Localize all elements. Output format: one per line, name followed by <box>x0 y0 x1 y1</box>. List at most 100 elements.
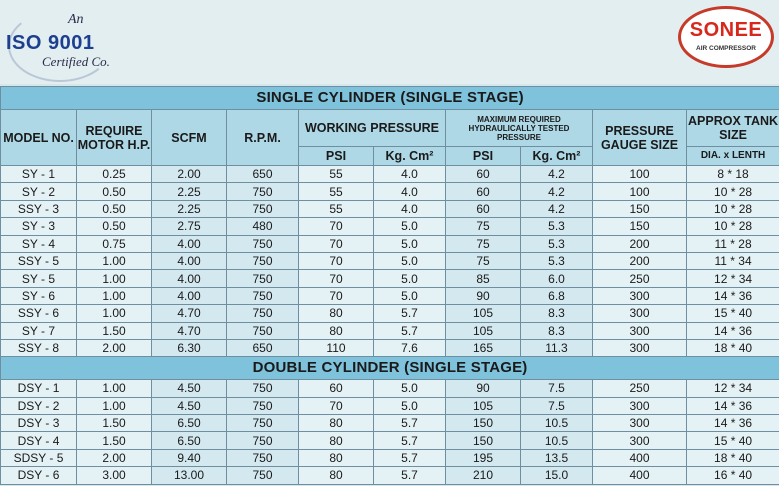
header-motor-hp: REQUIRE MOTOR H.P. <box>76 109 152 166</box>
spec-cell: 5.0 <box>373 217 446 236</box>
spec-cell: 750 <box>226 286 299 306</box>
table-row: SY - 1 0.25 2.00 650 55 4.0 60 4.2 100 8 * 18 <box>0 164 779 184</box>
spec-cell: 300 <box>592 321 687 340</box>
model-cell: SY - 6 <box>0 286 77 306</box>
spec-cell: 80 <box>298 321 374 340</box>
spec-cell: 5.3 <box>520 234 593 253</box>
spec-cell: 300 <box>592 338 687 358</box>
header-rpm: R.P.M. <box>226 109 299 166</box>
logo-tagline: AIR COMPRESSOR <box>696 45 756 52</box>
spec-cell: 0.50 <box>76 182 152 201</box>
spec-cell: 10 * 28 <box>685 199 779 219</box>
spec-cell: 8 * 18 <box>685 164 779 184</box>
model-cell: SSY - 6 <box>0 304 77 323</box>
spec-cell: 4.00 <box>151 251 227 271</box>
spec-cell: 16 * 40 <box>685 466 779 485</box>
spec-cell: 9.40 <box>151 448 227 468</box>
spec-cell: 4.00 <box>151 234 227 253</box>
spec-cell: 2.25 <box>151 182 227 201</box>
spec-cell: 480 <box>226 217 299 236</box>
model-cell: SY - 5 <box>0 269 77 288</box>
spec-cell: 1.00 <box>76 396 152 416</box>
spec-cell: 5.0 <box>373 251 446 271</box>
spec-cell: 7.6 <box>373 338 446 358</box>
spec-cell: 70 <box>298 396 374 416</box>
spec-cell: 200 <box>592 234 687 253</box>
model-cell: SSY - 5 <box>0 251 77 271</box>
spec-cell: 80 <box>298 448 374 468</box>
spec-cell: 5.0 <box>373 396 446 416</box>
spec-cell: 300 <box>592 304 687 323</box>
spec-cell: 75 <box>445 251 521 271</box>
spec-cell: 4.00 <box>151 269 227 288</box>
iso-prefix: An <box>68 12 84 27</box>
table-row: SSY - 3 0.50 2.25 750 55 4.0 60 4.2 150 10 * 28 <box>0 199 779 219</box>
spec-cell: 750 <box>226 414 299 433</box>
spec-cell: 650 <box>226 164 299 184</box>
spec-cell: 60 <box>445 164 521 184</box>
spec-cell: 750 <box>226 321 299 340</box>
spec-cell: 14 * 36 <box>685 321 779 340</box>
spec-cell: 14 * 36 <box>685 286 779 306</box>
spec-cell: 15 * 40 <box>685 431 779 450</box>
header-working-pressure: WORKING PRESSURE <box>298 109 446 147</box>
iso-swoosh-graphic <box>8 10 112 82</box>
spec-cell: 4.70 <box>151 321 227 340</box>
spec-cell: 60 <box>298 379 374 398</box>
spec-cell: 6.8 <box>520 286 593 306</box>
spec-cell: 750 <box>226 234 299 253</box>
model-cell: SY - 3 <box>0 217 77 236</box>
spec-cell: 8.3 <box>520 321 593 340</box>
spec-cell: 6.30 <box>151 338 227 358</box>
header-hydraulic-test-pressure: MAXIMUM REQUIRED HYDRAULICALLY TESTED PR… <box>445 109 593 147</box>
spec-cell: 1.00 <box>76 304 152 323</box>
spec-cell: 750 <box>226 431 299 450</box>
spec-cell: 0.75 <box>76 234 152 253</box>
spec-cell: 150 <box>592 199 687 219</box>
spec-cell: 60 <box>445 199 521 219</box>
spec-cell: 150 <box>445 414 521 433</box>
header-working-psi: PSI <box>298 146 374 166</box>
spec-cell: 5.7 <box>373 448 446 468</box>
spec-cell: 5.3 <box>520 251 593 271</box>
header-working-kg: Kg. Cm² <box>373 146 446 166</box>
spec-cell: 5.0 <box>373 234 446 253</box>
table-row: DSY - 6 3.00 13.00 750 80 5.7 210 15.0 400 16 * 4… <box>0 466 779 485</box>
spec-cell: 1.00 <box>76 251 152 271</box>
spec-cell: 6.50 <box>151 431 227 450</box>
header-test-psi: PSI <box>445 146 521 166</box>
spec-cell: 750 <box>226 448 299 468</box>
spec-cell: 1.50 <box>76 414 152 433</box>
model-cell: SSY - 8 <box>0 338 77 358</box>
spec-cell: 70 <box>298 251 374 271</box>
spec-cell: 7.5 <box>520 379 593 398</box>
iso-name: ISO 9001 <box>6 32 95 54</box>
spec-cell: 13.5 <box>520 448 593 468</box>
table-row: SY - 7 1.50 4.70 750 80 5.7 105 8.3 300 14 * 36 <box>0 321 779 340</box>
spec-cell: 90 <box>445 286 521 306</box>
spec-cell: 5.7 <box>373 304 446 323</box>
spec-cell: 75 <box>445 217 521 236</box>
iso-certification-mark: An ISO 9001 Certified Co. <box>6 8 126 82</box>
spec-cell: 70 <box>298 217 374 236</box>
spec-cell: 1.50 <box>76 321 152 340</box>
spec-cell: 75 <box>445 234 521 253</box>
table-row: SSY - 6 1.00 4.70 750 80 5.7 105 8.3 300 15 * 40 <box>0 304 779 323</box>
spec-cell: 105 <box>445 396 521 416</box>
spec-cell: 55 <box>298 164 374 184</box>
spec-cell: 150 <box>445 431 521 450</box>
spec-cell: 10.5 <box>520 431 593 450</box>
spec-cell: 3.00 <box>76 466 152 485</box>
spec-cell: 70 <box>298 286 374 306</box>
spec-cell: 200 <box>592 251 687 271</box>
spec-cell: 105 <box>445 321 521 340</box>
single-cylinder-title: SINGLE CYLINDER (SINGLE STAGE) <box>0 86 779 110</box>
spec-cell: 10 * 28 <box>685 182 779 201</box>
spec-cell: 80 <box>298 431 374 450</box>
spec-cell: 4.0 <box>373 182 446 201</box>
model-cell: DSY - 1 <box>0 379 77 398</box>
model-cell: SY - 2 <box>0 182 77 201</box>
spec-cell: 85 <box>445 269 521 288</box>
spec-cell: 105 <box>445 304 521 323</box>
spec-cell: 80 <box>298 414 374 433</box>
